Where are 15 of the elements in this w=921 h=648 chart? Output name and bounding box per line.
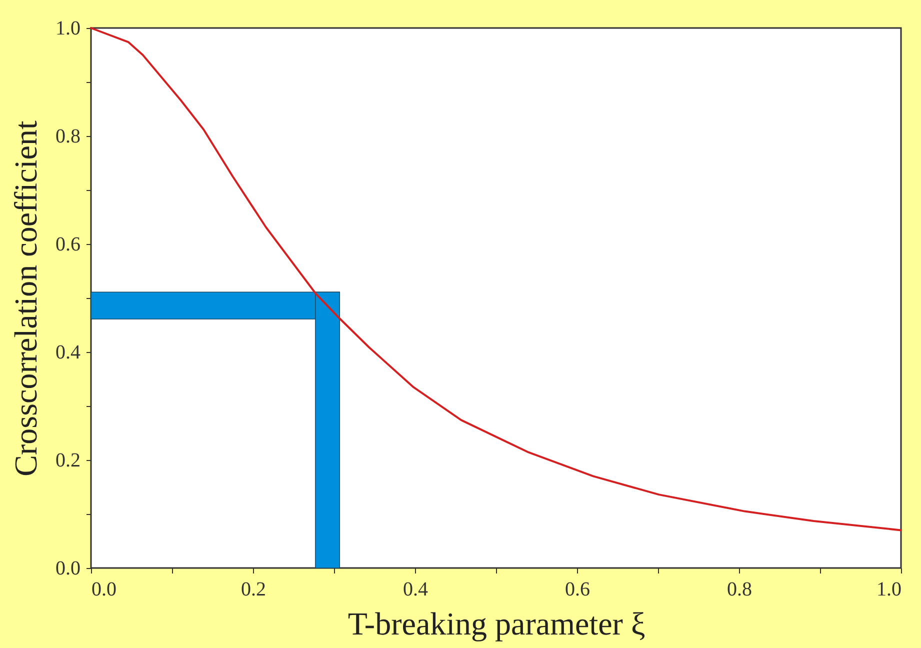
y-axis-title: Crosscorrelation coefficient bbox=[8, 120, 44, 476]
line-series bbox=[90, 27, 902, 532]
x-tick-label: 0.4 bbox=[403, 578, 428, 600]
x-tick-label: 1.0 bbox=[876, 578, 902, 600]
y-tick-label: 0.6 bbox=[56, 234, 80, 256]
y-tick-label: 0.4 bbox=[56, 342, 80, 364]
x-tick-label: 0.2 bbox=[241, 578, 266, 600]
x-tick-label: 0.8 bbox=[727, 578, 752, 600]
y-tick-label: 1.0 bbox=[56, 18, 80, 40]
y-tick-label: 0.2 bbox=[56, 450, 80, 472]
x-tick-label: 0.0 bbox=[92, 578, 116, 600]
y-tick-label: 0.0 bbox=[56, 558, 80, 580]
x-axis-title: T-breaking parameter ξ bbox=[348, 606, 646, 642]
x-tick-label: 0.6 bbox=[565, 578, 590, 600]
y-tick-label: 0.8 bbox=[56, 126, 80, 148]
